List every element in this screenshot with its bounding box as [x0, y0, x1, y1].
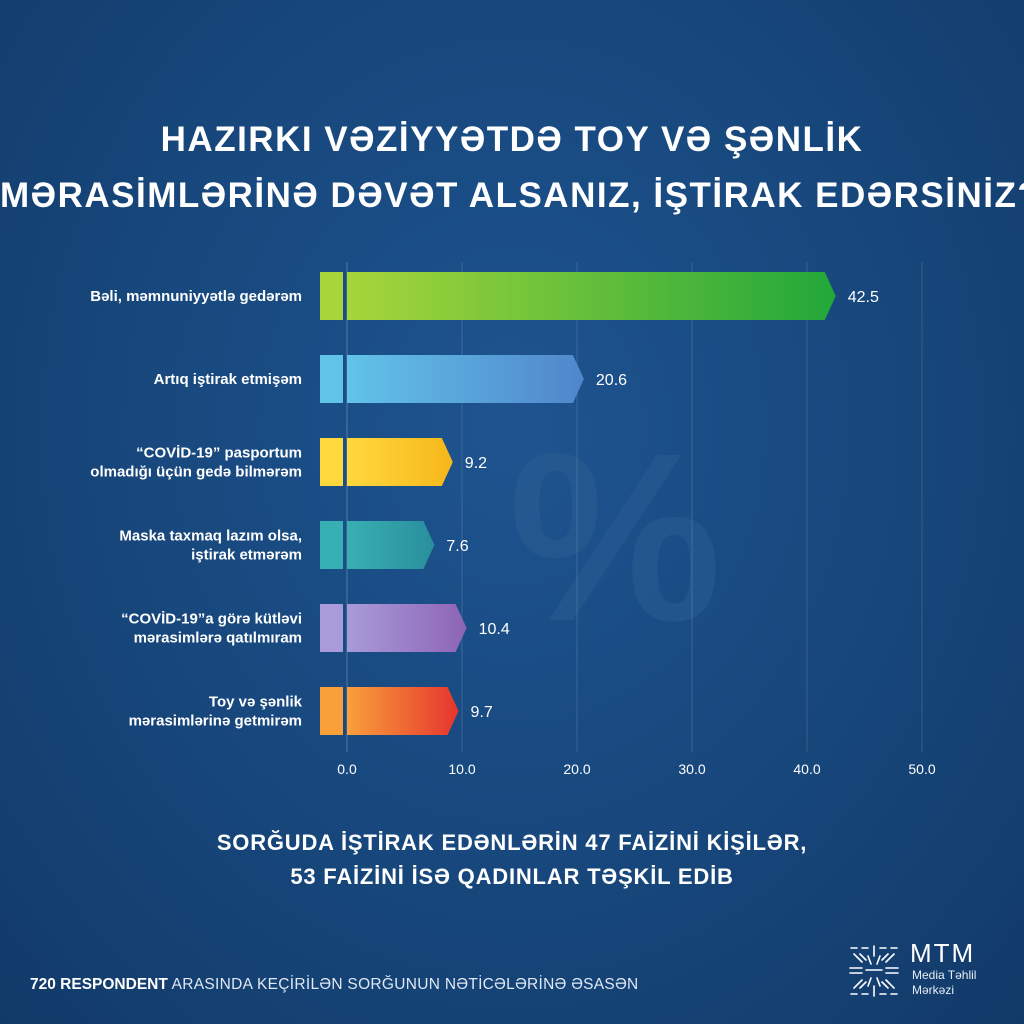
bar-value-label: 20.6	[596, 372, 627, 389]
bar	[347, 604, 467, 652]
bar-value-label: 7.6	[446, 538, 468, 555]
x-tick-label: 50.0	[908, 761, 935, 777]
bar	[347, 521, 435, 569]
chart-subtitle-line-1: SORĞUDA İŞTİRAK EDƏNLƏRİN 47 FAİZİNİ KİŞ…	[216, 830, 808, 855]
bar-stub	[320, 272, 343, 320]
bar-value-label: 10.4	[479, 621, 510, 638]
bar-value-label: 42.5	[848, 289, 879, 306]
bar-chart: % 42.5 Bəli, məmnuniyyətlə gedərəm 20.6 Art…	[90, 272, 935, 777]
x-tick-label: 20.0	[563, 761, 590, 777]
x-tick-label: 40.0	[793, 761, 820, 777]
bar-stub	[320, 355, 343, 403]
bar	[347, 438, 453, 486]
chart-title-line-2: MƏRASİMLƏRİNƏ DƏVƏT ALSANIZ, İŞTİRAK EDƏ…	[0, 176, 1024, 215]
bar-value-label: 9.2	[465, 455, 487, 472]
mtm-logo-subtitle-line-2: Mərkəzi	[912, 983, 955, 997]
x-tick-label: 10.0	[448, 761, 475, 777]
mtm-logo-subtitle-line-1: Media Təhlil	[912, 968, 977, 982]
mtm-logo-icon	[849, 945, 899, 997]
percent-watermark: %	[508, 403, 721, 671]
category-label: Toy və şənlik mərasimlərinə getmirəm	[129, 694, 303, 730]
category-label: Bəli, məmnuniyyətlə gedərəm	[90, 288, 302, 305]
chart-title: HAZIRKI VƏZİYYƏTDƏ TOY VƏ ŞƏNLİK MƏRASİM…	[0, 112, 1024, 224]
x-tick-label: 0.0	[337, 761, 357, 777]
bar	[347, 272, 836, 320]
category-label: “COVİD-19” pasportum olmadığı üçün gedə b…	[90, 445, 302, 481]
chart-subtitle-line-2: 53 FAİZİNİ İSƏ QADINLAR TƏŞKİL EDİB	[290, 864, 734, 889]
bar-stub	[320, 521, 343, 569]
category-label: Maska taxmaq lazım olsa, iştirak etmərəm	[119, 528, 302, 564]
x-tick-label: 30.0	[678, 761, 705, 777]
bar-stub	[320, 438, 343, 486]
mtm-logo-title: MTM	[910, 938, 976, 968]
source-note-text: ARASINDA KEÇİRİLƏN SORĞUNUN NƏTİCƏLƏRİNƏ…	[167, 976, 639, 993]
category-label: “COVİD-19”a görə kütləvi mərasimlərə qatı…	[121, 611, 302, 647]
mtm-logo: MTM Media Təhlil Mərkəzi	[848, 938, 1008, 1000]
bar	[347, 355, 584, 403]
bar	[347, 687, 459, 735]
chart-subtitle: SORĞUDA İŞTİRAK EDƏNLƏRİN 47 FAİZİNİ KİŞ…	[0, 826, 1024, 894]
bar-value-label: 9.7	[471, 704, 493, 721]
source-note: 720 RESPONDENT ARASINDA KEÇİRİLƏN SORĞUN…	[30, 976, 639, 994]
source-respondent-count: 720 RESPONDENT	[30, 976, 168, 993]
chart-title-line-1: HAZIRKI VƏZİYYƏTDƏ TOY VƏ ŞƏNLİK	[160, 120, 864, 159]
bar-stub	[320, 604, 343, 652]
mtm-logo-subtitle: Media Təhlil Mərkəzi	[912, 968, 976, 998]
category-label: Artıq iştirak etmişəm	[154, 371, 302, 388]
bar-stub	[320, 687, 343, 735]
